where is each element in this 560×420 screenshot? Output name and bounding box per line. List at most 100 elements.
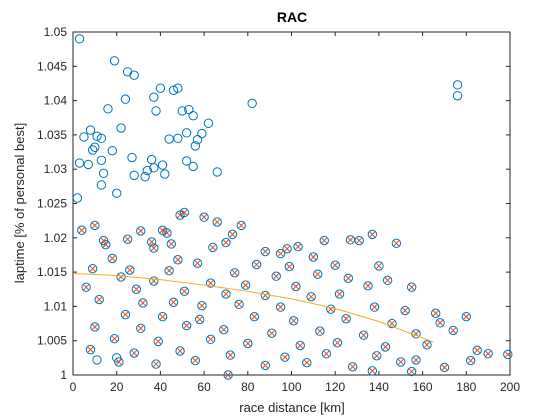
circle-point — [162, 228, 172, 238]
cross-point — [262, 362, 269, 369]
circle-point — [173, 255, 183, 265]
cross-point — [225, 372, 232, 378]
circle-point — [98, 168, 109, 179]
cross-point — [131, 350, 138, 357]
cross-point — [91, 222, 98, 229]
circle-point — [112, 188, 122, 198]
circle-point — [295, 340, 305, 351]
circle-point — [341, 314, 351, 324]
y-tick-label: 1.045 — [37, 59, 67, 73]
cross-point — [196, 316, 203, 323]
circle-point — [74, 158, 85, 168]
x-tick-label: 160 — [413, 380, 433, 394]
cross-point — [281, 354, 288, 361]
cross-point — [316, 328, 323, 335]
circle-point — [72, 193, 83, 203]
cross-point — [485, 350, 492, 357]
circle-point — [168, 297, 179, 307]
circle-point — [129, 70, 139, 80]
cross-point — [139, 300, 146, 306]
circle-point — [173, 83, 183, 93]
circle-point — [225, 350, 236, 360]
cross-point — [78, 227, 85, 234]
cross-point — [96, 296, 103, 303]
circle-point — [85, 344, 96, 355]
x-tick-label: 40 — [154, 380, 168, 394]
cross-point — [137, 325, 144, 332]
cross-point — [83, 284, 90, 291]
cross-point — [181, 209, 188, 216]
cross-point — [133, 286, 140, 293]
cross-point — [384, 277, 391, 284]
cross-point — [192, 357, 199, 364]
circle-point — [387, 318, 397, 329]
cross-point — [369, 367, 376, 374]
cross-point — [126, 267, 133, 273]
circle-point — [92, 355, 102, 365]
cross-point — [222, 239, 229, 246]
circle-point — [192, 135, 203, 145]
circle-point — [175, 346, 185, 356]
circle-point — [431, 308, 441, 318]
cross-point — [91, 324, 98, 330]
cross-point — [174, 256, 181, 263]
circle-point — [332, 338, 343, 348]
cross-point — [314, 271, 321, 278]
cross-point — [334, 339, 341, 346]
cross-point — [198, 302, 205, 309]
circle-point — [127, 152, 137, 163]
y-tick-label: 1.025 — [37, 197, 67, 211]
cross-point — [382, 343, 389, 350]
cross-point — [345, 275, 352, 282]
circle-point — [94, 294, 104, 305]
cross-point — [227, 352, 234, 359]
circle-point — [164, 134, 174, 144]
circle-point — [96, 133, 107, 144]
cross-point — [297, 342, 304, 349]
circle-point — [157, 311, 168, 322]
circle-point — [179, 286, 190, 297]
cross-point — [159, 227, 166, 234]
x-tick-label: 80 — [241, 380, 255, 394]
circle-point — [197, 128, 207, 139]
cross-point — [118, 273, 125, 280]
circle-point — [465, 355, 476, 366]
circle-point — [291, 281, 301, 292]
circle-point — [74, 34, 85, 44]
plot-area — [72, 31, 511, 376]
y-axis-label: laptime [% of personal best] — [12, 123, 27, 283]
circle-point — [181, 156, 192, 166]
cross-point — [159, 313, 166, 320]
y-tick-label: 1.02 — [44, 231, 68, 245]
cross-point — [207, 280, 214, 287]
circle-point — [155, 83, 166, 93]
circle-point — [153, 336, 163, 347]
circle-point — [188, 161, 198, 172]
circle-point — [149, 276, 159, 286]
circle-point — [140, 172, 150, 182]
circle-point — [280, 352, 290, 362]
circle-point — [197, 301, 207, 311]
circle-point — [129, 170, 139, 181]
circle-point — [212, 217, 222, 227]
circle-point — [87, 263, 98, 274]
circle-point — [109, 56, 120, 66]
cross-point — [424, 341, 430, 348]
circle-point — [439, 362, 450, 373]
cross-point — [253, 261, 260, 268]
circle-point — [109, 333, 120, 344]
circle-point — [129, 348, 139, 358]
y-tick-label: 1 — [60, 368, 67, 382]
cross-point — [441, 364, 448, 371]
y-tick-label: 1.01 — [44, 299, 68, 313]
cross-point — [214, 219, 221, 225]
circle-point — [229, 268, 240, 278]
cross-point — [244, 340, 251, 347]
circle-point — [90, 220, 100, 231]
circle-point — [293, 242, 303, 252]
cross-point — [100, 237, 107, 244]
circle-point — [208, 242, 218, 253]
circle-point — [380, 342, 391, 352]
circle-point — [271, 271, 281, 281]
circle-point — [282, 244, 292, 254]
